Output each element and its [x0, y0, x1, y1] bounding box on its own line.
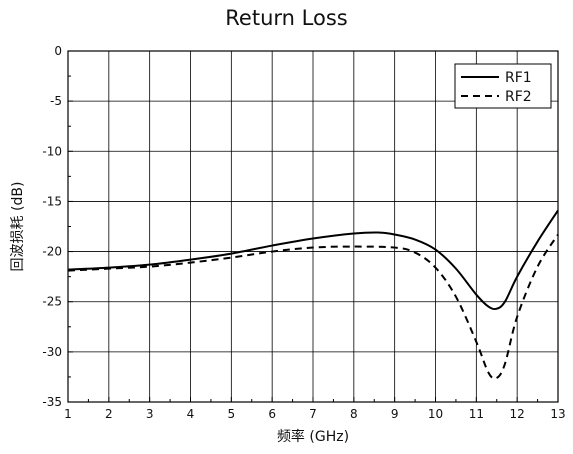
grid — [68, 51, 558, 402]
x-tick-label: 4 — [187, 407, 195, 421]
series — [67, 209, 559, 380]
x-tick-label: 12 — [510, 407, 525, 421]
legend: RF1 RF2 — [454, 63, 552, 109]
y-tick-label: -10 — [42, 144, 62, 158]
y-tick-label: 0 — [54, 44, 62, 58]
y-tick-label: -15 — [42, 194, 62, 208]
x-tick-label: 9 — [391, 407, 399, 421]
series-line-rf1 — [67, 209, 559, 311]
legend-label-rf2: RF2 — [505, 89, 532, 105]
series-line-rf2 — [67, 233, 559, 380]
y-tick-label: -25 — [42, 295, 62, 309]
y-axis-title: 回波损耗 (dB) — [10, 182, 26, 272]
x-tick-label: 5 — [228, 407, 236, 421]
axis-ticks: 1 2 3 4 5 6 7 8 9 10 11 12 130-5-10-15-20-25-30-35 — [42, 44, 565, 421]
x-tick-label: 7 — [309, 407, 317, 421]
legend-label-rf1: RF1 — [505, 70, 532, 86]
x-tick-label: 1 — [64, 407, 72, 421]
x-tick-label: 3 — [146, 407, 154, 421]
y-tick-label: -30 — [42, 345, 62, 359]
y-tick-label: -20 — [42, 245, 62, 259]
x-tick-label: 11 — [469, 407, 484, 421]
y-tick-label: -35 — [42, 395, 62, 409]
chart-title: Return Loss — [225, 6, 348, 30]
x-tick-label: 2 — [105, 407, 113, 421]
legend-box — [454, 63, 552, 109]
x-tick-label: 8 — [350, 407, 358, 421]
x-axis-title: 频率 (GHz) — [277, 428, 349, 445]
x-tick-label: 6 — [268, 407, 276, 421]
y-tick-label: -5 — [50, 94, 62, 108]
x-tick-label: 13 — [550, 407, 565, 421]
x-tick-label: 10 — [428, 407, 443, 421]
